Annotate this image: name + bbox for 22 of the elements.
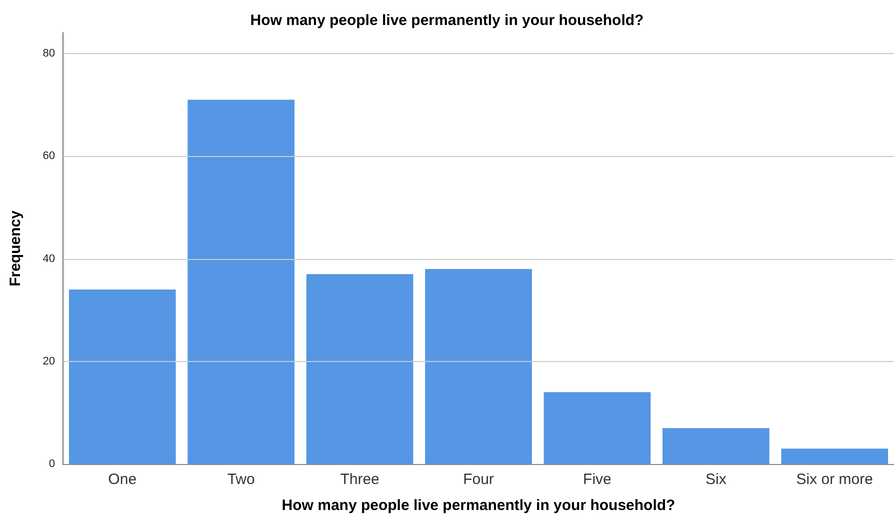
y-tick-label: 20 [42, 355, 55, 368]
x-tick-label: One [108, 471, 137, 488]
bar [306, 274, 414, 464]
x-tick-label: Six [706, 471, 727, 488]
y-tick-label: 60 [42, 150, 55, 162]
bar [662, 428, 770, 464]
y-tick-label: 0 [48, 458, 55, 470]
bar [188, 100, 294, 464]
x-tick-label: Six or more [796, 471, 873, 488]
bar [68, 290, 176, 464]
x-tick-label: Three [340, 471, 380, 488]
x-tick-label: Five [583, 471, 612, 488]
y-tick-label: 40 [42, 252, 55, 265]
bar [781, 448, 888, 464]
x-axis-title: How many people live permanently in your household? [282, 497, 676, 514]
y-tick-label: 80 [42, 48, 55, 60]
x-tick-label: Two [227, 471, 255, 488]
chart-title: How many people live permanently in your household? [250, 12, 644, 29]
bar [425, 269, 532, 464]
x-tick-label: Four [463, 471, 494, 488]
bar [544, 392, 651, 464]
y-axis-title: Frequency [7, 210, 24, 286]
